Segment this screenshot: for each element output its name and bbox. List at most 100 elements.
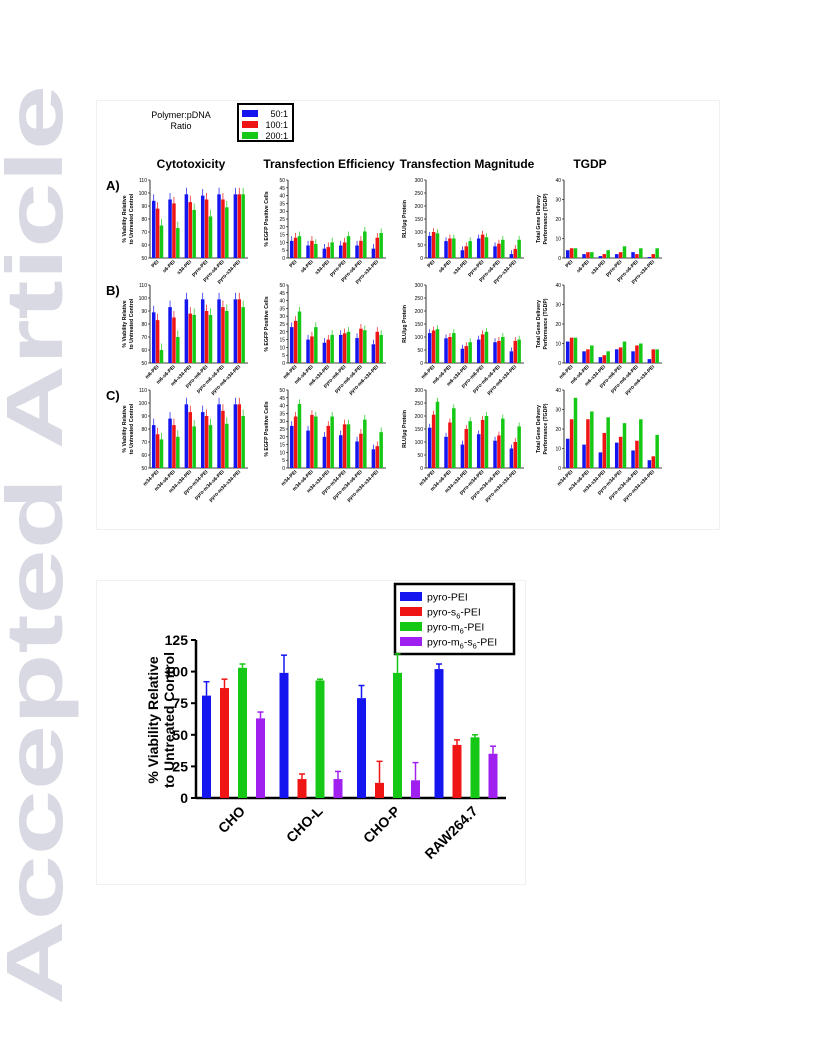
axes: 0 25 50 75 100 125 xyxy=(165,632,506,806)
y-tick-label: 40 xyxy=(555,283,561,289)
bar xyxy=(155,320,160,363)
y-tick-label: 25 xyxy=(279,217,285,223)
y-tick-label: 50 xyxy=(417,348,423,354)
bar xyxy=(460,348,465,363)
y-tick-label: 50 xyxy=(141,466,147,472)
bar xyxy=(200,195,205,258)
y-tick-label: 80 xyxy=(141,322,147,328)
y-tick-label: 90 xyxy=(141,309,147,315)
bar xyxy=(375,782,384,798)
y-tick-label: 15 xyxy=(279,338,285,344)
y-axis-label: Performance (TGDP) xyxy=(543,193,549,244)
bar xyxy=(330,334,334,363)
bar xyxy=(314,327,318,363)
bar xyxy=(606,417,610,468)
accepted-article-watermark: Accepted Article xyxy=(0,85,79,1005)
bar xyxy=(602,432,607,468)
y-tick-label: 50 xyxy=(279,178,285,184)
bar xyxy=(606,250,610,258)
bar xyxy=(573,397,578,468)
y-tick-label: 0 xyxy=(282,256,285,262)
bar xyxy=(460,444,465,468)
bar xyxy=(371,449,376,468)
y-tick-label: 60 xyxy=(141,243,147,249)
bar xyxy=(330,416,334,468)
bar xyxy=(590,411,594,468)
bar xyxy=(598,256,603,258)
bar xyxy=(468,241,472,258)
row-label: B) xyxy=(106,283,120,298)
bar xyxy=(326,425,331,468)
category-label: PEI xyxy=(150,259,160,269)
legend-swatch xyxy=(400,607,422,616)
bar xyxy=(346,236,351,258)
y-axis-label: Total Gene Delivery xyxy=(536,300,542,348)
category-label: PEI xyxy=(288,259,298,269)
bar xyxy=(192,426,196,468)
bar xyxy=(614,254,619,258)
legend-label: pyro-m6-PEI xyxy=(427,622,484,636)
bar xyxy=(470,737,480,798)
bar xyxy=(355,245,359,258)
legend-title-line2: Ratio xyxy=(170,121,191,131)
y-tick-label: 50 xyxy=(172,727,188,743)
y-axis-label: % EGFP Positive Cells xyxy=(264,296,270,351)
bar xyxy=(452,744,462,798)
y-tick-label: 200 xyxy=(415,309,424,315)
y-tick-label: 0 xyxy=(282,466,285,472)
y-axis-label: to Untreated Control xyxy=(129,298,135,349)
y-tick-label: 90 xyxy=(141,414,147,420)
legend-swatch xyxy=(400,637,422,646)
y-tick-label: 110 xyxy=(139,283,147,289)
y-tick-label: 50 xyxy=(141,361,147,367)
y-axis-label: Performance (TGDP) xyxy=(543,298,549,349)
y-tick-label: 100 xyxy=(415,335,424,341)
bar xyxy=(220,688,229,798)
bar xyxy=(655,434,659,468)
bar xyxy=(371,248,376,258)
bar xyxy=(184,299,189,363)
y-tick-label: 40 xyxy=(279,194,285,200)
bar xyxy=(322,248,327,258)
bar xyxy=(359,240,363,258)
y-tick-label: 45 xyxy=(279,396,285,402)
legend-box xyxy=(393,582,516,656)
bar xyxy=(306,339,310,363)
bar xyxy=(444,241,448,258)
watermark-text: Accepted Article xyxy=(0,85,79,1005)
y-tick-label: 30 xyxy=(279,209,285,215)
bar xyxy=(598,357,603,363)
bar xyxy=(431,232,436,258)
y-tick-label: 150 xyxy=(415,322,424,328)
bar xyxy=(586,349,590,363)
bar xyxy=(427,333,432,363)
bar xyxy=(635,440,639,468)
bar xyxy=(306,430,310,468)
bar xyxy=(468,421,472,468)
bar xyxy=(233,299,238,363)
bar xyxy=(200,299,205,363)
bar xyxy=(188,412,193,468)
bar xyxy=(363,330,367,363)
bar xyxy=(622,341,627,363)
y-axis-label: % Viability Relative xyxy=(122,405,128,452)
bar xyxy=(342,424,347,468)
y-axis-label: to Untreated Control xyxy=(129,403,135,454)
y-tick-label: 5 xyxy=(282,248,285,254)
column-title: Transfection Efficiency xyxy=(263,157,395,171)
y-tick-label: 125 xyxy=(165,632,189,648)
bar xyxy=(635,254,639,258)
bar xyxy=(237,404,242,468)
bar xyxy=(363,419,367,468)
bar xyxy=(241,416,245,468)
legend-label: 100:1 xyxy=(265,120,288,130)
y-tick-label: 100 xyxy=(415,230,424,236)
bar xyxy=(460,250,465,258)
legend-label: 200:1 xyxy=(265,131,288,141)
bar xyxy=(497,435,501,468)
bar xyxy=(655,248,659,258)
bar xyxy=(647,359,652,363)
column-title: Cytotoxicity xyxy=(157,157,226,171)
y-tick-label: 20 xyxy=(555,217,561,223)
